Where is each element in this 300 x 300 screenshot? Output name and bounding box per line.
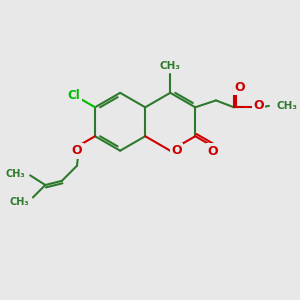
Text: Cl: Cl — [68, 89, 80, 103]
Text: CH₃: CH₃ — [10, 197, 30, 207]
Text: O: O — [208, 145, 218, 158]
Text: CH₃: CH₃ — [6, 169, 25, 179]
Text: O: O — [234, 81, 245, 94]
Text: O: O — [171, 144, 181, 157]
Text: CH₃: CH₃ — [160, 61, 181, 71]
Text: O: O — [254, 99, 264, 112]
Text: CH₃: CH₃ — [277, 101, 298, 111]
Text: O: O — [72, 144, 82, 157]
